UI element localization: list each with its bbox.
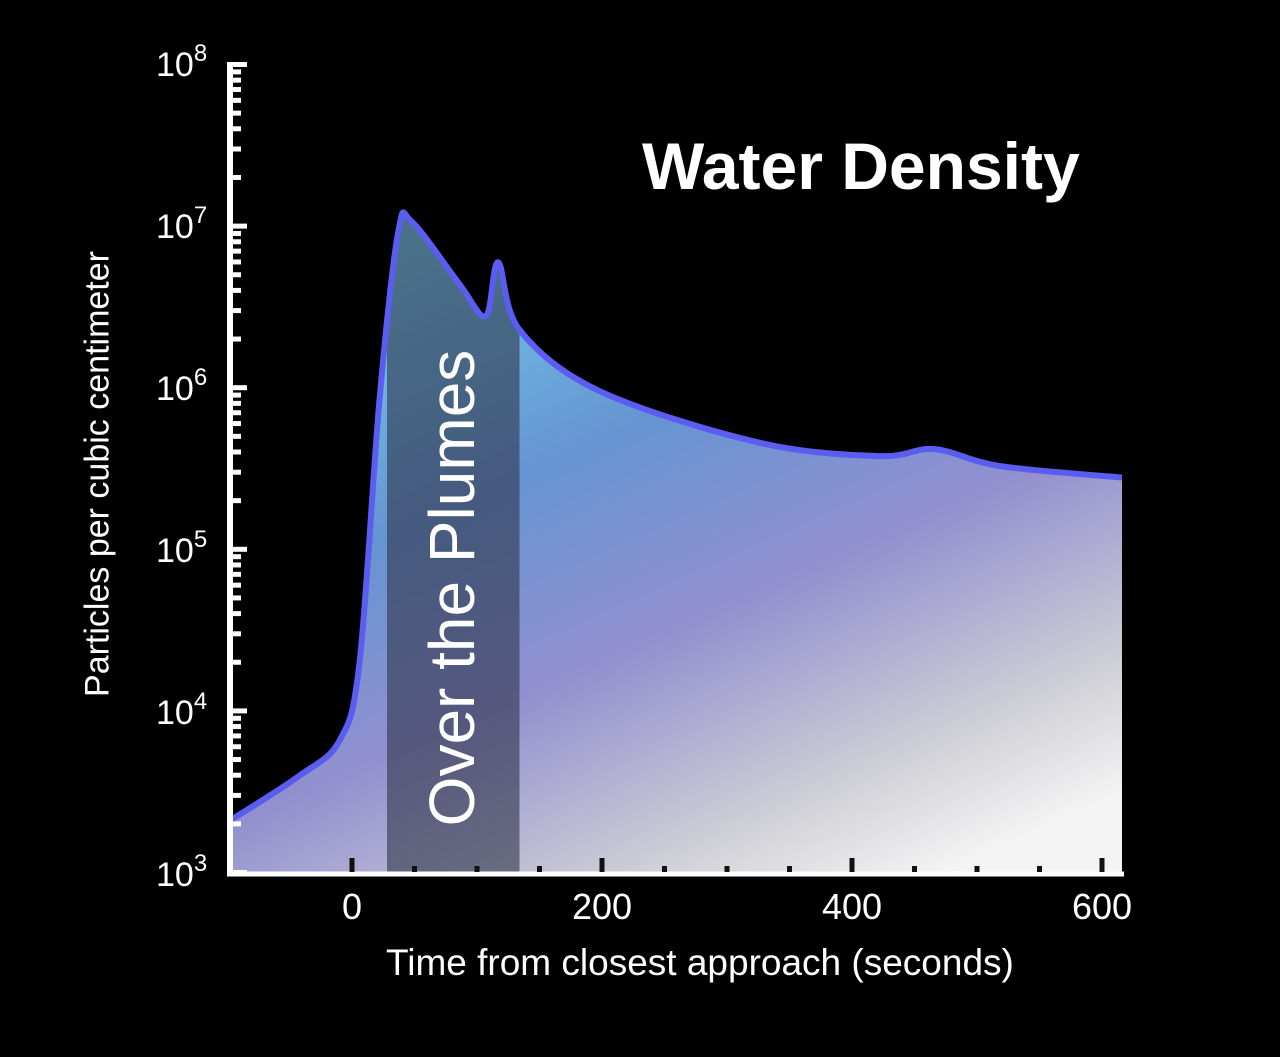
x-tick-label: 0: [341, 886, 363, 927]
plumes-band-label: Over the Plumes: [416, 349, 488, 827]
y-tick-label: 108: [156, 40, 208, 84]
x-tick-label: 400: [821, 886, 883, 927]
y-axis-ticks: [230, 62, 247, 875]
x-tick-label: 200: [571, 886, 633, 927]
y-tick-label: 105: [156, 526, 208, 570]
x-tick-label: 600: [1071, 886, 1133, 927]
y-tick-label: 103: [156, 850, 208, 894]
x-axis-ticks: [349, 858, 1105, 872]
y-tick-label: 104: [156, 688, 208, 732]
density-area: [229, 212, 1122, 874]
y-tick-label: 106: [156, 364, 208, 408]
y-axis-label: Particles per cubic centimeter: [78, 251, 117, 697]
plumes-band: [387, 212, 520, 874]
x-axis-label: Time from closest approach (seconds): [386, 942, 1014, 983]
chart-title: Water Density: [642, 129, 1080, 203]
density-line: [227, 209, 1123, 824]
y-tick-label: 107: [156, 202, 208, 246]
